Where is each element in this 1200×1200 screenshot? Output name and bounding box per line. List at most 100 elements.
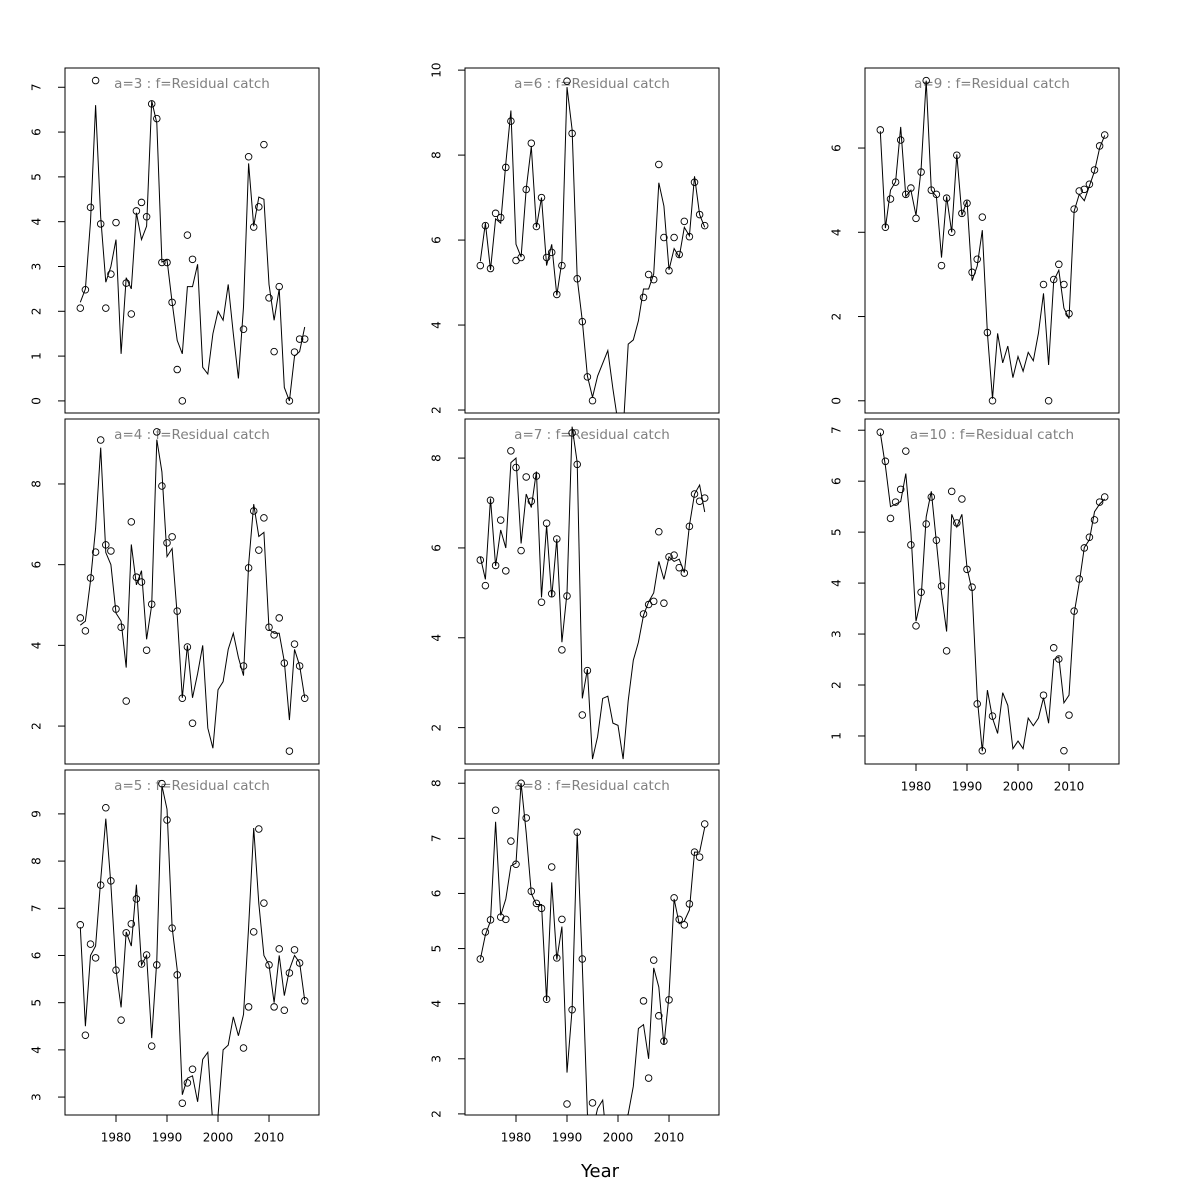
panel: a=8 : f=Residual catch 2 3 4 5 6 7 8 1980 1990 200…: [430, 769, 720, 1145]
plot-frame: [64, 418, 320, 765]
observed-point: [902, 447, 910, 455]
y-tick-label: 6: [430, 890, 444, 898]
panel-title: a=7 : f=Residual catch: [514, 427, 670, 443]
observed-point: [660, 599, 668, 607]
plot-frame: [64, 67, 320, 414]
observed-point: [147, 1042, 156, 1050]
observed-point: [1090, 166, 1099, 174]
observed-point: [127, 920, 136, 928]
observed-point: [132, 895, 141, 903]
panel-title: a=4 : f=Residual catch: [114, 427, 270, 443]
observed-point: [76, 614, 85, 622]
observed-point: [507, 837, 515, 845]
observed-point: [153, 428, 161, 436]
y-tick-label: 6: [830, 477, 844, 485]
observed-point: [86, 940, 95, 948]
observed-point: [563, 1100, 571, 1108]
observed-point: [639, 293, 648, 302]
plot-area: [476, 77, 709, 413]
observed-point: [107, 547, 115, 555]
observed-point: [183, 231, 192, 239]
panel-title: a=9 : f=Residual catch: [914, 76, 1070, 92]
observed-point: [588, 396, 597, 405]
y-tick-label: 3: [830, 630, 844, 638]
observed-point: [476, 261, 485, 270]
observed-point: [690, 490, 699, 498]
observed-point: [255, 203, 263, 211]
panel-title: a=5 : f=Residual catch: [114, 778, 270, 794]
observed-point: [1080, 185, 1089, 194]
observed-point: [700, 820, 709, 828]
panel: a=3 : f=Residual catch 0 1 2 3 4 5 6 7: [30, 67, 320, 414]
observed-point: [1095, 498, 1104, 506]
plot-area: [476, 779, 709, 1115]
panel: a=4 : f=Residual catch 2 4 6 8: [30, 418, 320, 765]
observed-point: [563, 77, 571, 85]
observed-point: [1065, 711, 1073, 719]
y-tick-label: 0: [30, 397, 44, 405]
observed-point: [91, 548, 100, 556]
observed-point: [491, 806, 500, 814]
fitted-line: [479, 426, 706, 760]
observed-point: [86, 203, 95, 212]
observed-point: [588, 1099, 597, 1107]
observed-point: [649, 597, 658, 606]
observed-point: [255, 825, 263, 833]
observed-point: [522, 473, 530, 481]
y-tick-label: 8: [30, 480, 44, 488]
x-tick-label: 2010: [1054, 780, 1085, 794]
observed-point: [188, 1065, 197, 1073]
observed-point: [117, 1016, 125, 1024]
plot-frame: [864, 67, 1120, 414]
observed-point: [96, 436, 105, 444]
y-tick-label: 1: [30, 352, 44, 360]
y-tick-label: 3: [30, 1093, 44, 1101]
observed-point: [517, 546, 525, 555]
observed-point: [81, 1031, 90, 1039]
observed-point: [700, 494, 709, 502]
y-tick-label: 2: [430, 724, 444, 732]
observed-point: [502, 567, 510, 575]
y-tick-label: 10: [430, 62, 444, 77]
observed-point: [1080, 544, 1089, 552]
x-tick-label: 1990: [952, 780, 983, 794]
observed-point: [942, 647, 951, 655]
observed-point: [81, 627, 90, 635]
y-tick-label: 5: [30, 173, 44, 181]
y-tick-label: 4: [830, 579, 844, 587]
observed-point: [260, 899, 268, 907]
y-tick-label: 6: [30, 952, 44, 960]
y-tick-label: 4: [430, 321, 444, 329]
observed-point: [644, 270, 653, 279]
plot-frame: [464, 769, 720, 1116]
observed-point: [644, 1074, 653, 1082]
fitted-line: [479, 783, 706, 1115]
y-tick-label: 5: [430, 945, 444, 953]
observed-point: [295, 959, 304, 967]
y-tick-label: 4: [30, 218, 44, 226]
observed-point: [265, 294, 273, 302]
observed-point: [1090, 516, 1099, 524]
observed-point: [239, 1044, 248, 1052]
observed-point: [163, 258, 171, 267]
x-tick-label: 2010: [654, 1131, 685, 1145]
observed-point: [1039, 280, 1048, 289]
observed-point: [680, 217, 689, 226]
panel: a=6 : f=Residual catch 2 4 6 8 10: [430, 62, 720, 414]
plot-area: [476, 426, 709, 760]
panel: a=10 : f=Residual catch 1 2 3 4 5 6 7 1980 1990 20…: [830, 418, 1120, 794]
observed-point: [700, 221, 709, 230]
observed-point: [896, 136, 905, 144]
x-tick-label: 1980: [901, 780, 932, 794]
fitted-line: [79, 785, 306, 1115]
observed-point: [91, 954, 100, 962]
observed-point: [558, 915, 566, 924]
y-tick-label: 6: [830, 144, 844, 152]
y-tick-label: 6: [430, 544, 444, 552]
observed-point: [547, 863, 556, 871]
y-tick-label: 5: [830, 528, 844, 536]
observed-point: [102, 304, 110, 312]
observed-point: [1060, 280, 1068, 289]
observed-point: [168, 533, 176, 541]
observed-point: [290, 946, 299, 954]
